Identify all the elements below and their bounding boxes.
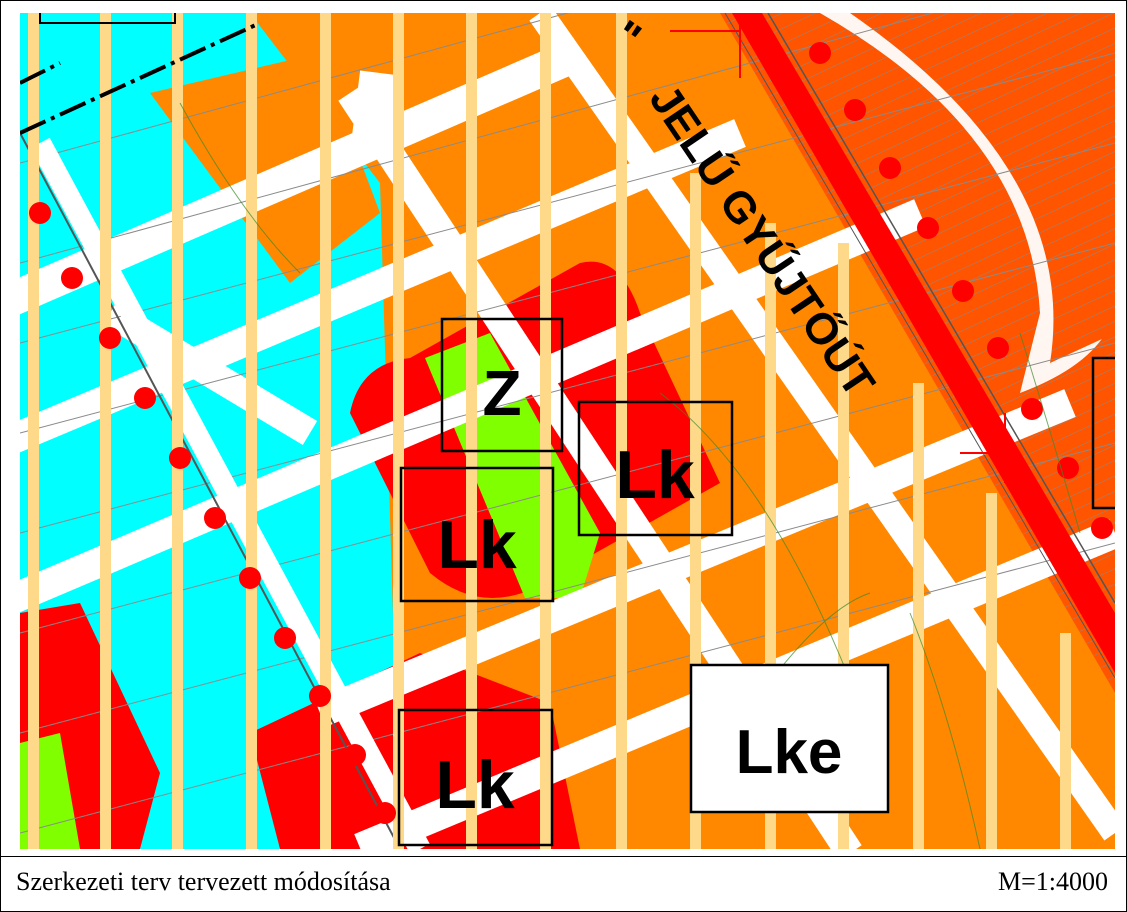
- map-scale-label: M=1:4000: [997, 867, 1108, 896]
- svg-text:Lk: Lk: [615, 437, 695, 513]
- parcel-lines: [20, 13, 1115, 834]
- zone-lk-center-left: Lk: [399, 466, 555, 603]
- zone-lke: Lke: [689, 663, 890, 814]
- svg-text:Lke: Lke: [736, 718, 843, 787]
- zone-z: Z: [440, 317, 564, 453]
- stripe-overlay: [28, 13, 1071, 849]
- svg-text:Z: Z: [482, 357, 521, 429]
- svg-text:Lk: Lk: [437, 507, 517, 583]
- zoning-map: " JELŰ GYŰJTŐÚT Z Lk: [20, 13, 1115, 849]
- zone-lk-center-right: Lk: [577, 400, 734, 537]
- caption-divider: [1, 856, 1126, 857]
- dotted-line-right: [809, 42, 1113, 539]
- dotted-line-left: [29, 202, 396, 824]
- zone-lk-bottom: Lk: [397, 708, 554, 847]
- main-road: [732, 13, 1115, 673]
- map-caption-title: Szerkezeti terv tervezett módosítása: [16, 867, 391, 896]
- svg-text:Lk: Lk: [435, 747, 515, 823]
